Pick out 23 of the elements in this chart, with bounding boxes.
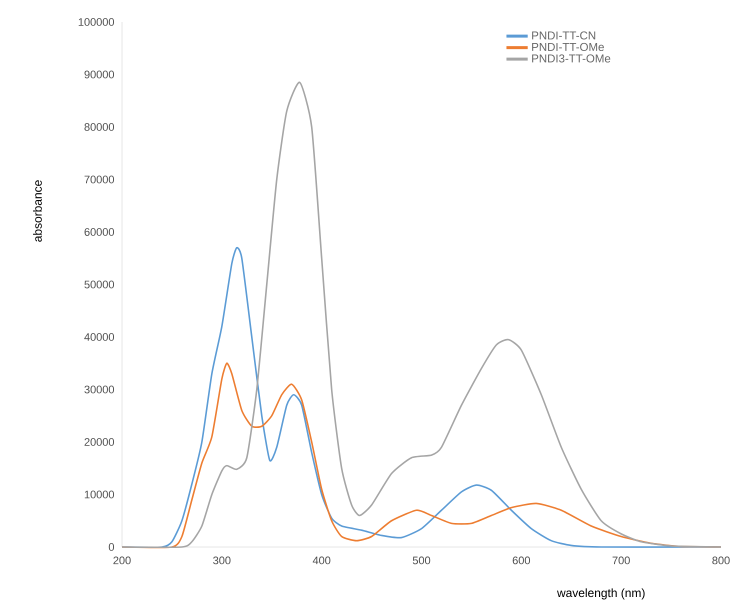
y-tick-label: 100000 <box>78 18 114 26</box>
x-tick-label: 800 <box>712 556 730 564</box>
y-tick-label: 40000 <box>84 333 114 341</box>
y-tick-label: 90000 <box>84 70 114 78</box>
x-tick-label: 200 <box>113 556 131 564</box>
legend-label: PNDI-TT-CN <box>532 31 596 40</box>
y-tick-label: 70000 <box>84 176 114 184</box>
y-tick-label: 10000 <box>84 490 114 498</box>
legend-label: PNDI-TT-OMe <box>532 42 604 52</box>
y-tick-label: 0 <box>108 543 114 551</box>
x-tick-label: 700 <box>612 556 630 564</box>
x-tick-label: 300 <box>213 556 231 564</box>
y-tick-label: 30000 <box>84 386 114 394</box>
y-tick-label: 50000 <box>84 280 114 288</box>
x-tick-label: 500 <box>412 556 430 564</box>
legend-label: PNDI3-TT-OMe <box>532 54 610 63</box>
x-tick-label: 400 <box>312 556 330 564</box>
y-tick-label: 20000 <box>84 438 114 446</box>
y-axis-title: absorbance <box>33 180 42 242</box>
y-tick-label: 60000 <box>84 228 114 236</box>
y-tick-label: 80000 <box>84 123 114 131</box>
x-axis-title: wavelength (nm) <box>557 588 645 600</box>
x-tick-label: 600 <box>512 556 530 564</box>
